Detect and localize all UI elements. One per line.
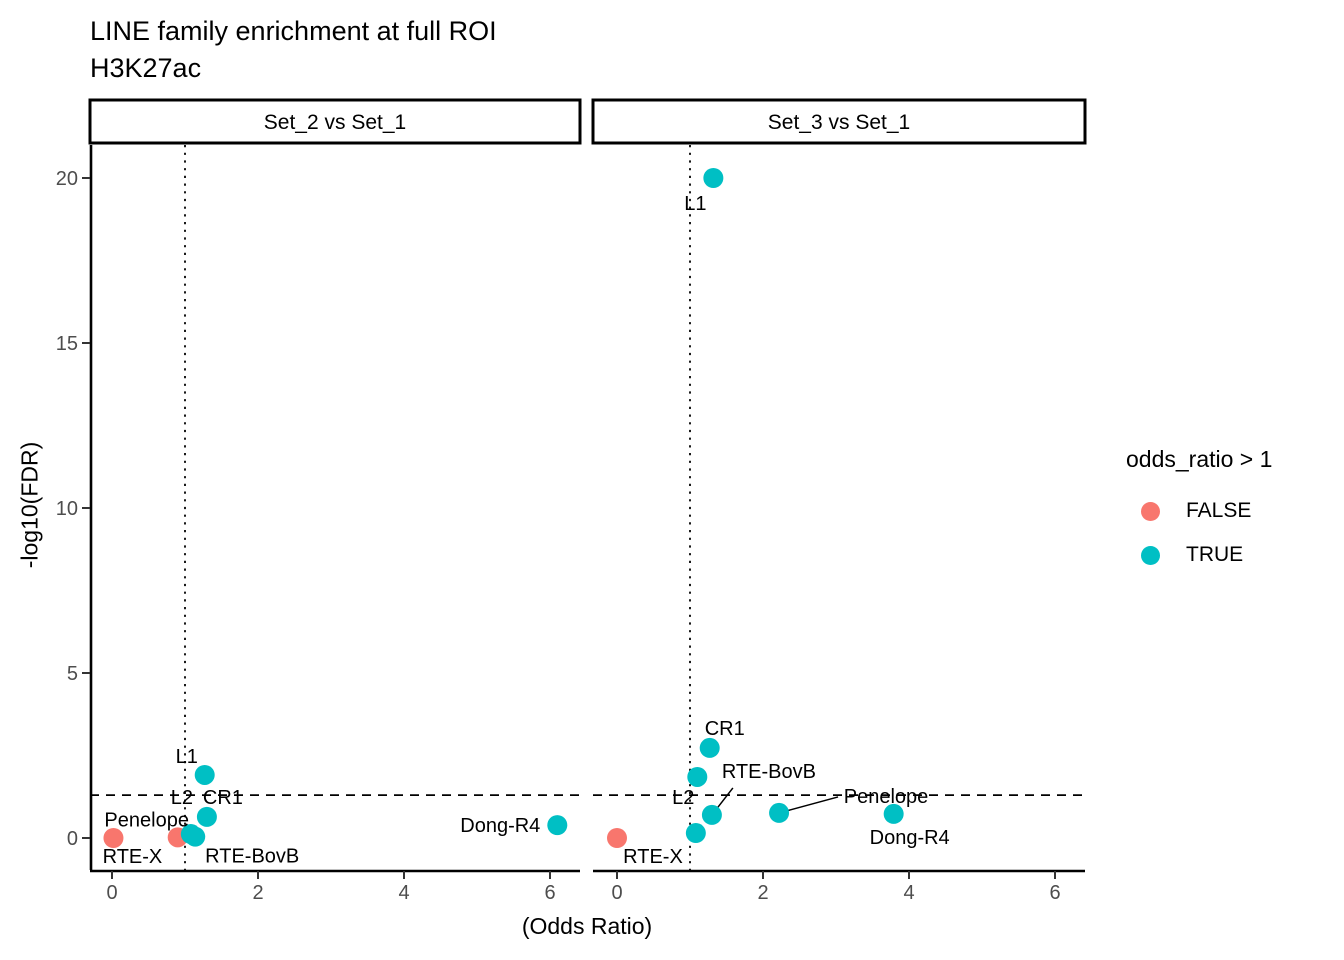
y-tick-label: 5 xyxy=(67,663,78,685)
x-tick-label: 4 xyxy=(903,882,914,904)
x-tick-label: 0 xyxy=(106,882,117,904)
point-label: CR1 xyxy=(705,718,745,740)
data-point-L2 xyxy=(687,766,708,787)
chart-title: LINE family enrichment at full ROI xyxy=(90,16,497,46)
legend-item-false: FALSE xyxy=(1126,499,1272,523)
legend-label-false: FALSE xyxy=(1186,499,1252,522)
y-tick-label: 20 xyxy=(56,168,78,190)
point-label: L1 xyxy=(684,193,706,215)
y-axis-title: -log10(FDR) xyxy=(16,441,43,569)
point-label: Penelope xyxy=(844,786,929,808)
facet-strip xyxy=(591,98,1087,145)
data-point-Dong-R4 xyxy=(883,803,904,824)
data-point-L1 xyxy=(703,168,724,188)
x-tick-label: 4 xyxy=(398,882,409,904)
x-axis-title: (Odds Ratio) xyxy=(521,913,653,939)
legend-label-true: TRUE xyxy=(1186,543,1244,566)
point-label: Penelope xyxy=(104,809,189,831)
point-label: Dong-R4 xyxy=(460,815,540,837)
facet-label: Set_2 vs Set_1 xyxy=(264,111,406,134)
point-label: Dong-R4 xyxy=(870,827,950,849)
data-point-L1 xyxy=(194,764,215,785)
data-point-Penelope xyxy=(769,802,790,823)
legend-swatch-false-icon xyxy=(1141,501,1160,521)
point-label: L1 xyxy=(176,746,198,768)
x-tick-label: 6 xyxy=(544,882,555,904)
legend-item-true: TRUE xyxy=(1126,543,1272,567)
data-point-RTE-BovB xyxy=(185,826,206,847)
facet-label: Set_3 vs Set_1 xyxy=(768,111,910,134)
x-tick-label: 0 xyxy=(611,882,622,904)
point-label: RTE-BovB xyxy=(722,761,816,783)
data-point-Dong-R4 xyxy=(547,815,568,836)
data-point-RTE-X xyxy=(607,828,627,848)
data-point-RTE-BovB xyxy=(701,804,722,825)
y-tick-label: 0 xyxy=(67,828,78,850)
point-label: RTE-X xyxy=(623,846,683,868)
label-connector xyxy=(778,796,839,814)
point-label: L2 xyxy=(672,787,694,809)
y-tick-label: 10 xyxy=(56,498,78,520)
legend-title: odds_ratio > 1 xyxy=(1126,446,1273,472)
y-tick-label: 15 xyxy=(56,333,78,355)
x-tick-label: 2 xyxy=(252,882,263,904)
point-label: RTE-X xyxy=(103,846,163,868)
data-point-CR1 xyxy=(699,737,720,758)
point-label: RTE-BovB xyxy=(205,846,299,868)
data-point-RTE-X xyxy=(103,828,124,848)
facet-strip xyxy=(88,98,582,145)
legend-swatch-true-icon xyxy=(1141,545,1160,565)
point-label: CR1 xyxy=(203,787,243,809)
legend: odds_ratio > 1 FALSE TRUE xyxy=(1126,446,1272,587)
x-tick-label: 2 xyxy=(757,882,768,904)
data-point-unlabeled xyxy=(685,823,706,844)
point-label: L2 xyxy=(171,787,193,809)
data-point-CR1 xyxy=(196,806,217,827)
x-tick-label: 6 xyxy=(1049,882,1060,904)
chart-subtitle: H3K27ac xyxy=(90,53,202,83)
